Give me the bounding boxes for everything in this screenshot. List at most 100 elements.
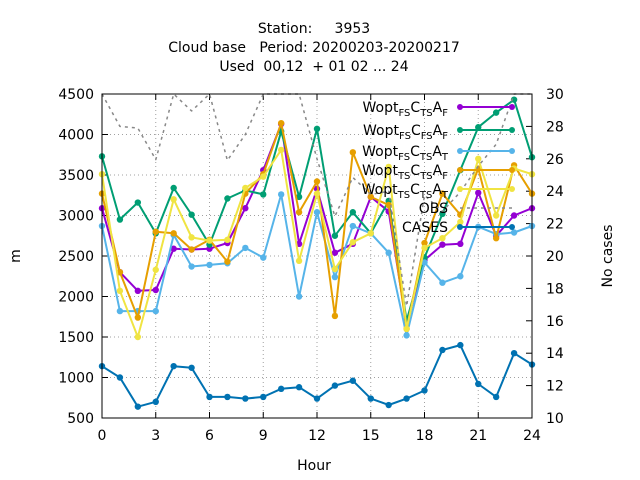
y2-tick-label: 16 [546,314,564,330]
legend-marker [509,127,515,133]
y-tick-label: 3000 [58,209,94,225]
data-point [385,249,392,256]
data-point [152,228,159,235]
x-tick-label: 9 [259,428,268,444]
legend-marker [457,127,463,133]
data-point [277,385,285,393]
y2-tick-label: 10 [546,411,564,427]
legend-label: WoptFSCTSAT [362,144,449,163]
y-tick-label: 1000 [58,371,94,387]
title-line: Used 00,12 + 01 02 ... 24 [219,59,408,75]
data-point [457,240,464,248]
data-point [349,149,357,156]
data-point [242,184,249,192]
data-point [510,96,518,103]
legend-marker [509,104,515,110]
legend-label: CASES [402,220,448,236]
data-point [349,222,357,230]
y-tick-label: 2500 [58,249,94,265]
y-tick-label: 2000 [58,290,94,306]
data-point [331,249,339,256]
data-point [224,236,231,243]
x-axis-ticks: 0 3 6 9 12 15 18 21 24 [98,94,541,444]
y-tick-label: 1500 [58,330,94,346]
data-point [116,216,124,223]
data-point [439,279,446,286]
data-point [206,261,213,269]
y-tick-label: 500 [67,411,94,427]
data-point [260,191,267,198]
data-point [439,234,446,242]
series-6 [101,93,532,307]
data-point [152,286,159,294]
data-point [134,287,142,295]
data-point [403,332,410,339]
data-point [116,307,124,315]
data-point [349,209,357,216]
data-point [492,234,500,242]
x-axis-label: Hour [297,458,331,474]
data-point [116,374,124,381]
y2-axis-ticks: 10 12 14 16 18 20 22 24 26 28 30 [526,87,564,427]
data-point [188,234,195,241]
y2-tick-label: 28 [546,119,564,135]
data-point [475,380,482,388]
data-point [313,178,321,185]
y-tick-label: 4000 [58,128,94,144]
legend-marker [457,224,463,230]
legend-marker [509,224,515,230]
series-line [101,93,532,307]
x-tick-label: 24 [523,428,541,444]
x-tick-label: 3 [151,428,160,444]
data-point [134,333,142,341]
data-point [313,125,321,133]
data-point [313,209,321,216]
data-point [295,257,303,265]
data-point [492,109,500,116]
y2-tick-label: 20 [546,249,564,265]
data-point [421,239,428,247]
y2-tick-label: 24 [546,184,564,200]
data-point [242,395,249,402]
data-point [277,191,285,198]
legend-label: OBS [419,201,448,217]
data-point [260,254,267,261]
data-point [439,241,446,248]
data-point [367,230,374,237]
data-point [277,146,285,154]
data-point [242,205,249,212]
legend-label: WoptFSCTSAF [363,100,449,119]
data-point [313,395,321,402]
data-point [331,382,339,389]
data-point [331,312,339,320]
data-point [457,341,464,349]
data-point [475,155,482,162]
data-point [188,263,195,270]
data-point [295,384,303,391]
data-point [331,265,339,273]
data-point [421,244,428,252]
legend-marker [457,148,463,154]
data-point [403,325,410,333]
y2-tick-label: 12 [546,379,564,395]
legend-marker [457,186,463,192]
series-5 [98,146,536,341]
data-point [295,193,303,201]
legend-marker [509,167,515,173]
data-point [421,259,428,266]
data-point [331,273,339,281]
y2-tick-label: 22 [546,217,564,233]
legend-marker [457,167,463,173]
data-point [152,307,159,315]
data-point [260,393,267,401]
title-line: Cloud base Period: 20200203-20200217 [168,40,460,56]
x-tick-label: 12 [308,428,326,444]
data-point [170,184,177,192]
plot-frame [101,93,533,419]
data-point [439,190,446,197]
data-point [295,209,303,216]
series-line [101,148,533,338]
data-point [385,163,392,171]
data-point [170,245,177,252]
